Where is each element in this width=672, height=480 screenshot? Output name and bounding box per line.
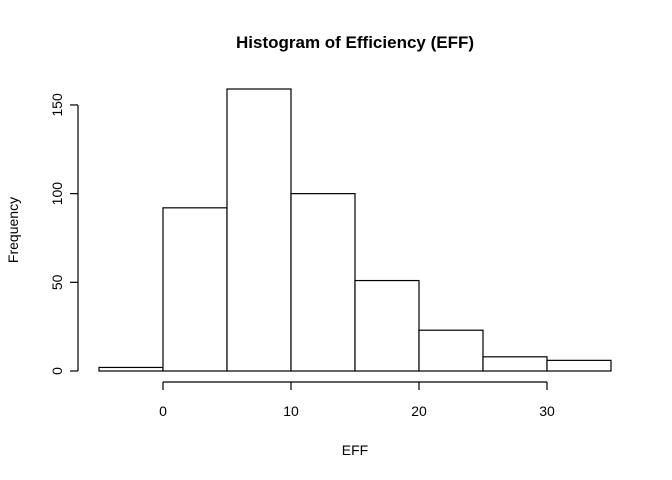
y-tick-label-2: 100 bbox=[49, 182, 65, 206]
chart-title: Histogram of Efficiency (EFF) bbox=[236, 33, 474, 52]
y-axis-label: Frequency bbox=[5, 197, 21, 263]
y-axis: 0 50 100 150 bbox=[49, 93, 79, 375]
bars bbox=[98, 88, 612, 372]
histogram-bar-4 bbox=[354, 279, 420, 372]
x-tick-label-3: 30 bbox=[539, 403, 555, 419]
histogram-bar-7 bbox=[546, 359, 612, 372]
histogram-bar-5 bbox=[418, 329, 484, 372]
histogram-bar-0 bbox=[98, 366, 164, 372]
x-axis: 0 10 20 30 bbox=[159, 381, 555, 419]
x-axis-label: EFF bbox=[342, 442, 368, 458]
y-tick-label-3: 150 bbox=[49, 93, 65, 117]
histogram-bar-3 bbox=[290, 193, 356, 372]
x-tick-label-1: 10 bbox=[283, 403, 299, 419]
histogram-bar-6 bbox=[482, 356, 548, 372]
histogram-bar-2 bbox=[226, 88, 292, 372]
x-tick-label-2: 20 bbox=[411, 403, 427, 419]
histogram-bar-1 bbox=[162, 207, 228, 372]
y-tick-label-0: 0 bbox=[49, 367, 65, 375]
x-tick-label-0: 0 bbox=[159, 403, 167, 419]
y-tick-label-1: 50 bbox=[49, 274, 65, 290]
